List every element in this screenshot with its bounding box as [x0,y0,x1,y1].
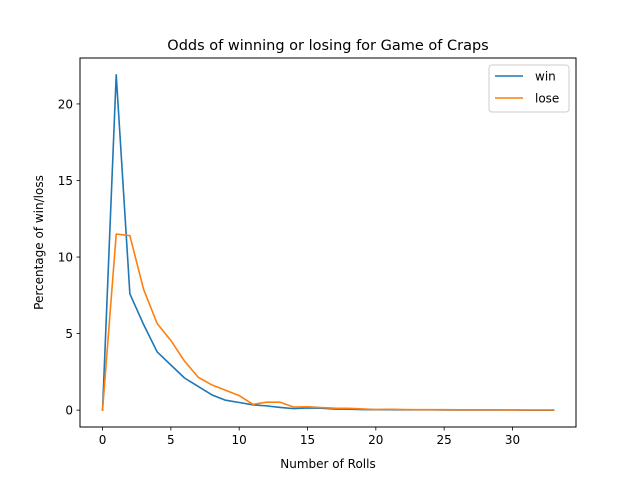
legend: win lose [488,64,570,113]
x-axis-label: Number of Rolls [280,457,375,471]
series-line-lose [101,233,555,412]
chart-title: Odds of winning or losing for Game of Cr… [167,38,488,54]
y-axis: 0 5 10 15 20 [58,97,80,418]
y-tick-label: 10 [58,251,73,265]
x-tick-label: 15 [300,433,315,447]
x-tick-label: 10 [232,433,247,447]
x-tick-label: 30 [505,433,520,447]
x-tick-label: 0 [99,433,107,447]
x-tick-label: 20 [368,433,383,447]
legend-label-lose: lose [535,92,559,106]
legend-label-win: win [535,70,556,84]
y-tick-label: 20 [58,97,73,111]
x-tick-label: 25 [437,433,452,447]
y-tick-label: 5 [65,327,73,341]
plot-area [101,74,555,412]
y-axis-label: Percentage of win/loss [32,175,46,310]
y-tick-label: 15 [58,174,73,188]
x-tick-label: 5 [167,433,175,447]
x-axis: 0 5 10 15 20 25 30 [99,427,520,447]
y-tick-label: 0 [65,404,73,418]
series-line-win [101,74,555,411]
axes-frame [79,57,577,428]
